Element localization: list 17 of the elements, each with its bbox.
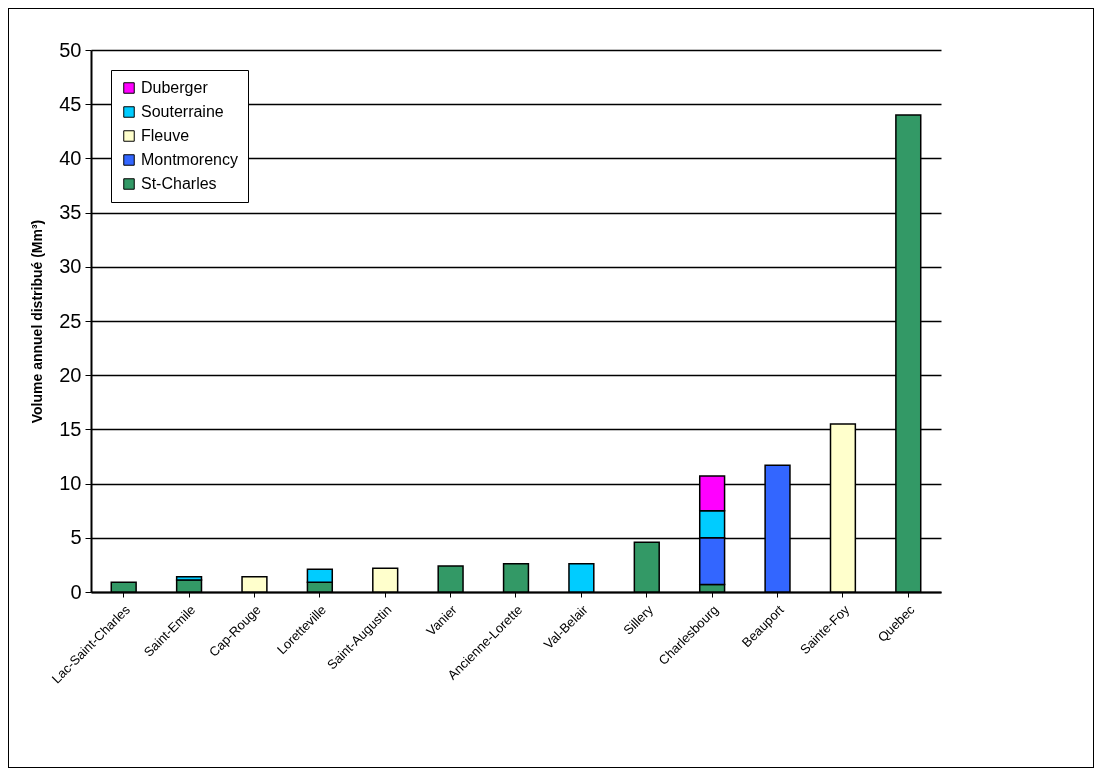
- y-tick-label: 0: [70, 580, 82, 603]
- legend-label: Fleuve: [141, 127, 190, 144]
- y-axis-title: Volume annuel distribué (Mm³): [29, 219, 46, 424]
- legend-label: St-Charles: [141, 175, 217, 192]
- y-tick-label: 20: [59, 363, 82, 386]
- y-tick-label: 30: [59, 255, 82, 278]
- y-tick-label: 35: [59, 201, 82, 224]
- legend-label: Souterraine: [141, 103, 224, 120]
- legend-label: Duberger: [141, 79, 209, 96]
- y-tick-label: 45: [59, 92, 82, 115]
- y-tick-label: 50: [59, 38, 82, 61]
- y-tick-label: 40: [59, 146, 82, 169]
- legend-label: Montmorency: [141, 151, 238, 168]
- y-tick-label: 25: [59, 309, 82, 332]
- y-tick-label: 5: [70, 526, 82, 549]
- y-tick-label: 10: [59, 472, 82, 495]
- y-tick-label: 15: [59, 417, 82, 440]
